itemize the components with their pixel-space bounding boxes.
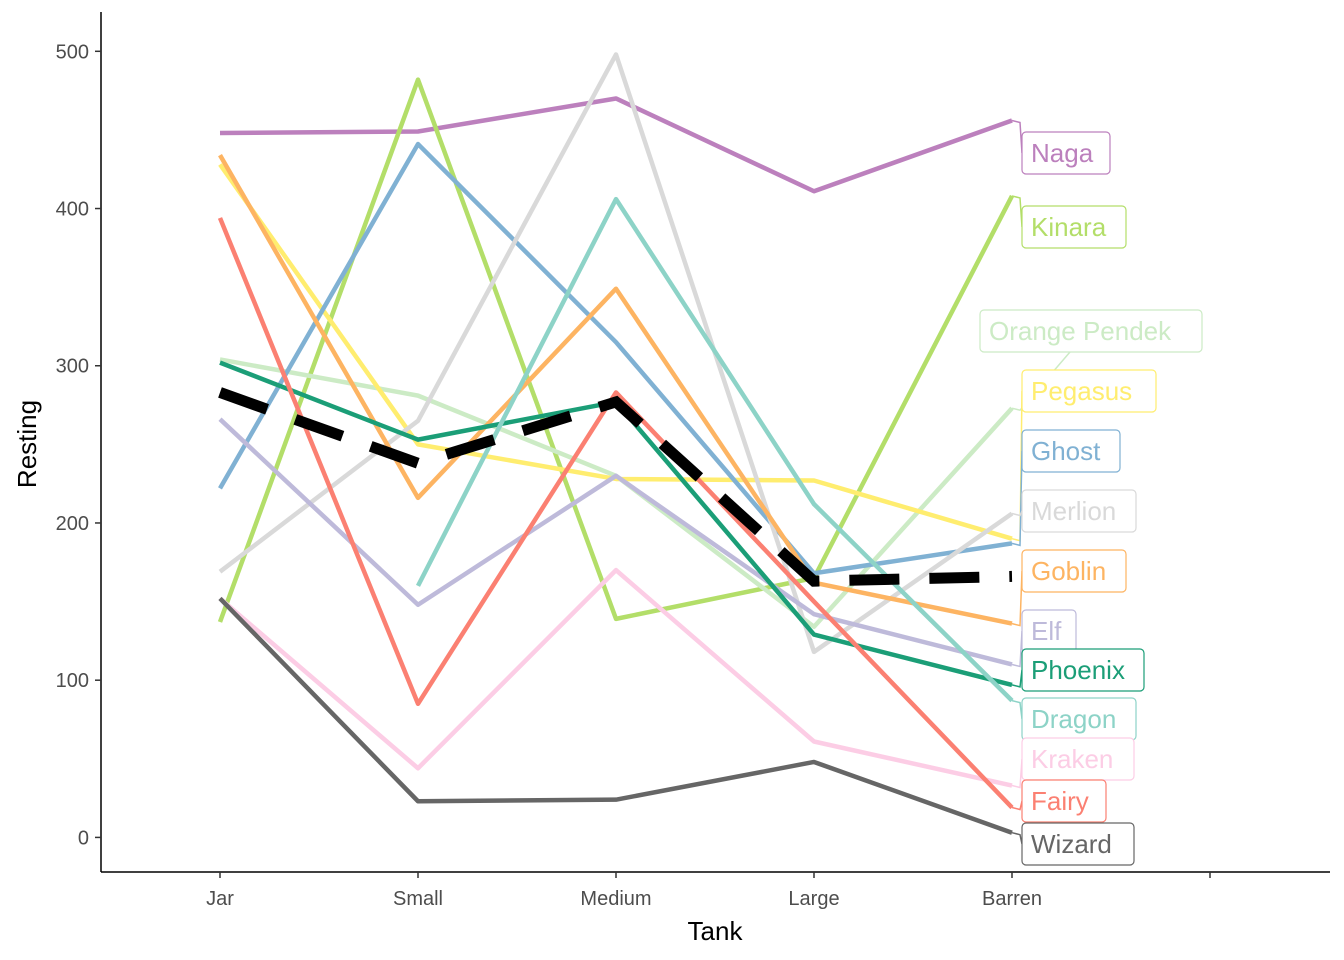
y-tick-label: 200 [56, 513, 89, 535]
label-leader-phoenix [1011, 669, 1023, 688]
label-text-ghost: Ghost [1031, 436, 1101, 466]
series-line-goblin [218, 153, 1013, 626]
series-label-elf: Elf [1011, 609, 1077, 668]
label-text-naga: Naga [1031, 138, 1094, 168]
series-label-goblin: Goblin [1011, 549, 1127, 627]
label-box-phoenix [1021, 648, 1145, 692]
label-box-kinara [1021, 205, 1127, 249]
series-label-merlion: Merlion [1011, 489, 1137, 533]
series-line-naga [219, 96, 1013, 194]
mean-line-group [218, 387, 1013, 587]
series-label-naga: Naga [1011, 119, 1111, 175]
x-tick-label-barren: Barren [982, 888, 1042, 910]
label-leader-elf [1011, 630, 1023, 668]
label-leader-goblin [1011, 570, 1023, 627]
label-leader-fairy [1011, 800, 1023, 811]
series-label-wizard: Wizard [1011, 822, 1135, 866]
series-line-merlion [218, 52, 1014, 655]
series-label-fairy: Fairy [1011, 779, 1107, 823]
label-text-orange-pendek: Orange Pendek [989, 316, 1172, 346]
label-box-goblin [1021, 549, 1127, 593]
x-tick-label-small: Small [393, 888, 443, 910]
label-leader-ghost [1011, 450, 1023, 547]
series-label-pegasus: Pegasus [1011, 369, 1157, 542]
y-tick-label: 0 [78, 827, 89, 849]
series-label-dragon: Dragon [1011, 697, 1137, 741]
series-label-kinara: Kinara [1011, 195, 1127, 249]
series-label-kraken: Kraken [1011, 737, 1135, 789]
label-text-kraken: Kraken [1031, 744, 1113, 774]
label-text-goblin: Goblin [1031, 556, 1106, 586]
label-leader-kraken [1011, 758, 1023, 789]
label-text-fairy: Fairy [1031, 786, 1089, 816]
label-box-ghost [1021, 429, 1121, 473]
series-lines [217, 52, 1014, 835]
label-leader-kinara [1011, 195, 1023, 228]
label-box-wizard [1021, 822, 1135, 866]
x-axis-title: Tank [688, 916, 744, 946]
label-text-phoenix: Phoenix [1031, 655, 1125, 685]
label-text-wizard: Wizard [1031, 829, 1112, 859]
label-leader-wizard [1011, 831, 1023, 845]
y-axis-title: Resting [12, 400, 42, 488]
y-tick-label: 500 [56, 41, 89, 63]
y-tick-label: 300 [56, 356, 89, 378]
mean-line [218, 387, 1013, 587]
x-tick-label-large: Large [788, 888, 839, 910]
y-tick-label: 400 [56, 199, 89, 221]
label-box-fairy [1021, 779, 1107, 823]
label-box-orange-pendek [979, 309, 1203, 353]
label-text-merlion: Merlion [1031, 496, 1116, 526]
label-leader-naga [1011, 119, 1023, 154]
label-box-pegasus [1021, 369, 1157, 413]
series-labels: Naga Kinara Orange Pendek Pegasus Ghost Merli… [979, 119, 1203, 866]
series-label-ghost: Ghost [1011, 429, 1121, 547]
x-tick-label-medium: Medium [580, 888, 651, 910]
label-box-naga [1021, 131, 1111, 175]
label-box-merlion [1021, 489, 1137, 533]
series-line-dragon [415, 196, 1014, 703]
label-leader-merlion [1011, 510, 1023, 517]
series-line-pegasus [218, 163, 1013, 541]
series-label-phoenix: Phoenix [1011, 648, 1145, 692]
label-text-pegasus: Pegasus [1031, 376, 1132, 406]
series-line-kraken [218, 567, 1013, 788]
axes: 0 100 200 300 400 500 Jar Small Medium Large Barre… [56, 12, 1330, 910]
label-text-kinara: Kinara [1031, 212, 1107, 242]
series-line-fairy [217, 217, 1014, 810]
y-tick-label: 100 [56, 670, 89, 692]
series-label-orange-pendek: Orange Pendek [979, 309, 1203, 412]
label-leader-dragon [1011, 699, 1023, 720]
label-text-elf: Elf [1031, 616, 1062, 646]
series-line-wizard [218, 596, 1013, 835]
label-text-dragon: Dragon [1031, 704, 1116, 734]
x-tick-label-jar: Jar [206, 888, 234, 910]
series-line-ghost [218, 141, 1013, 576]
